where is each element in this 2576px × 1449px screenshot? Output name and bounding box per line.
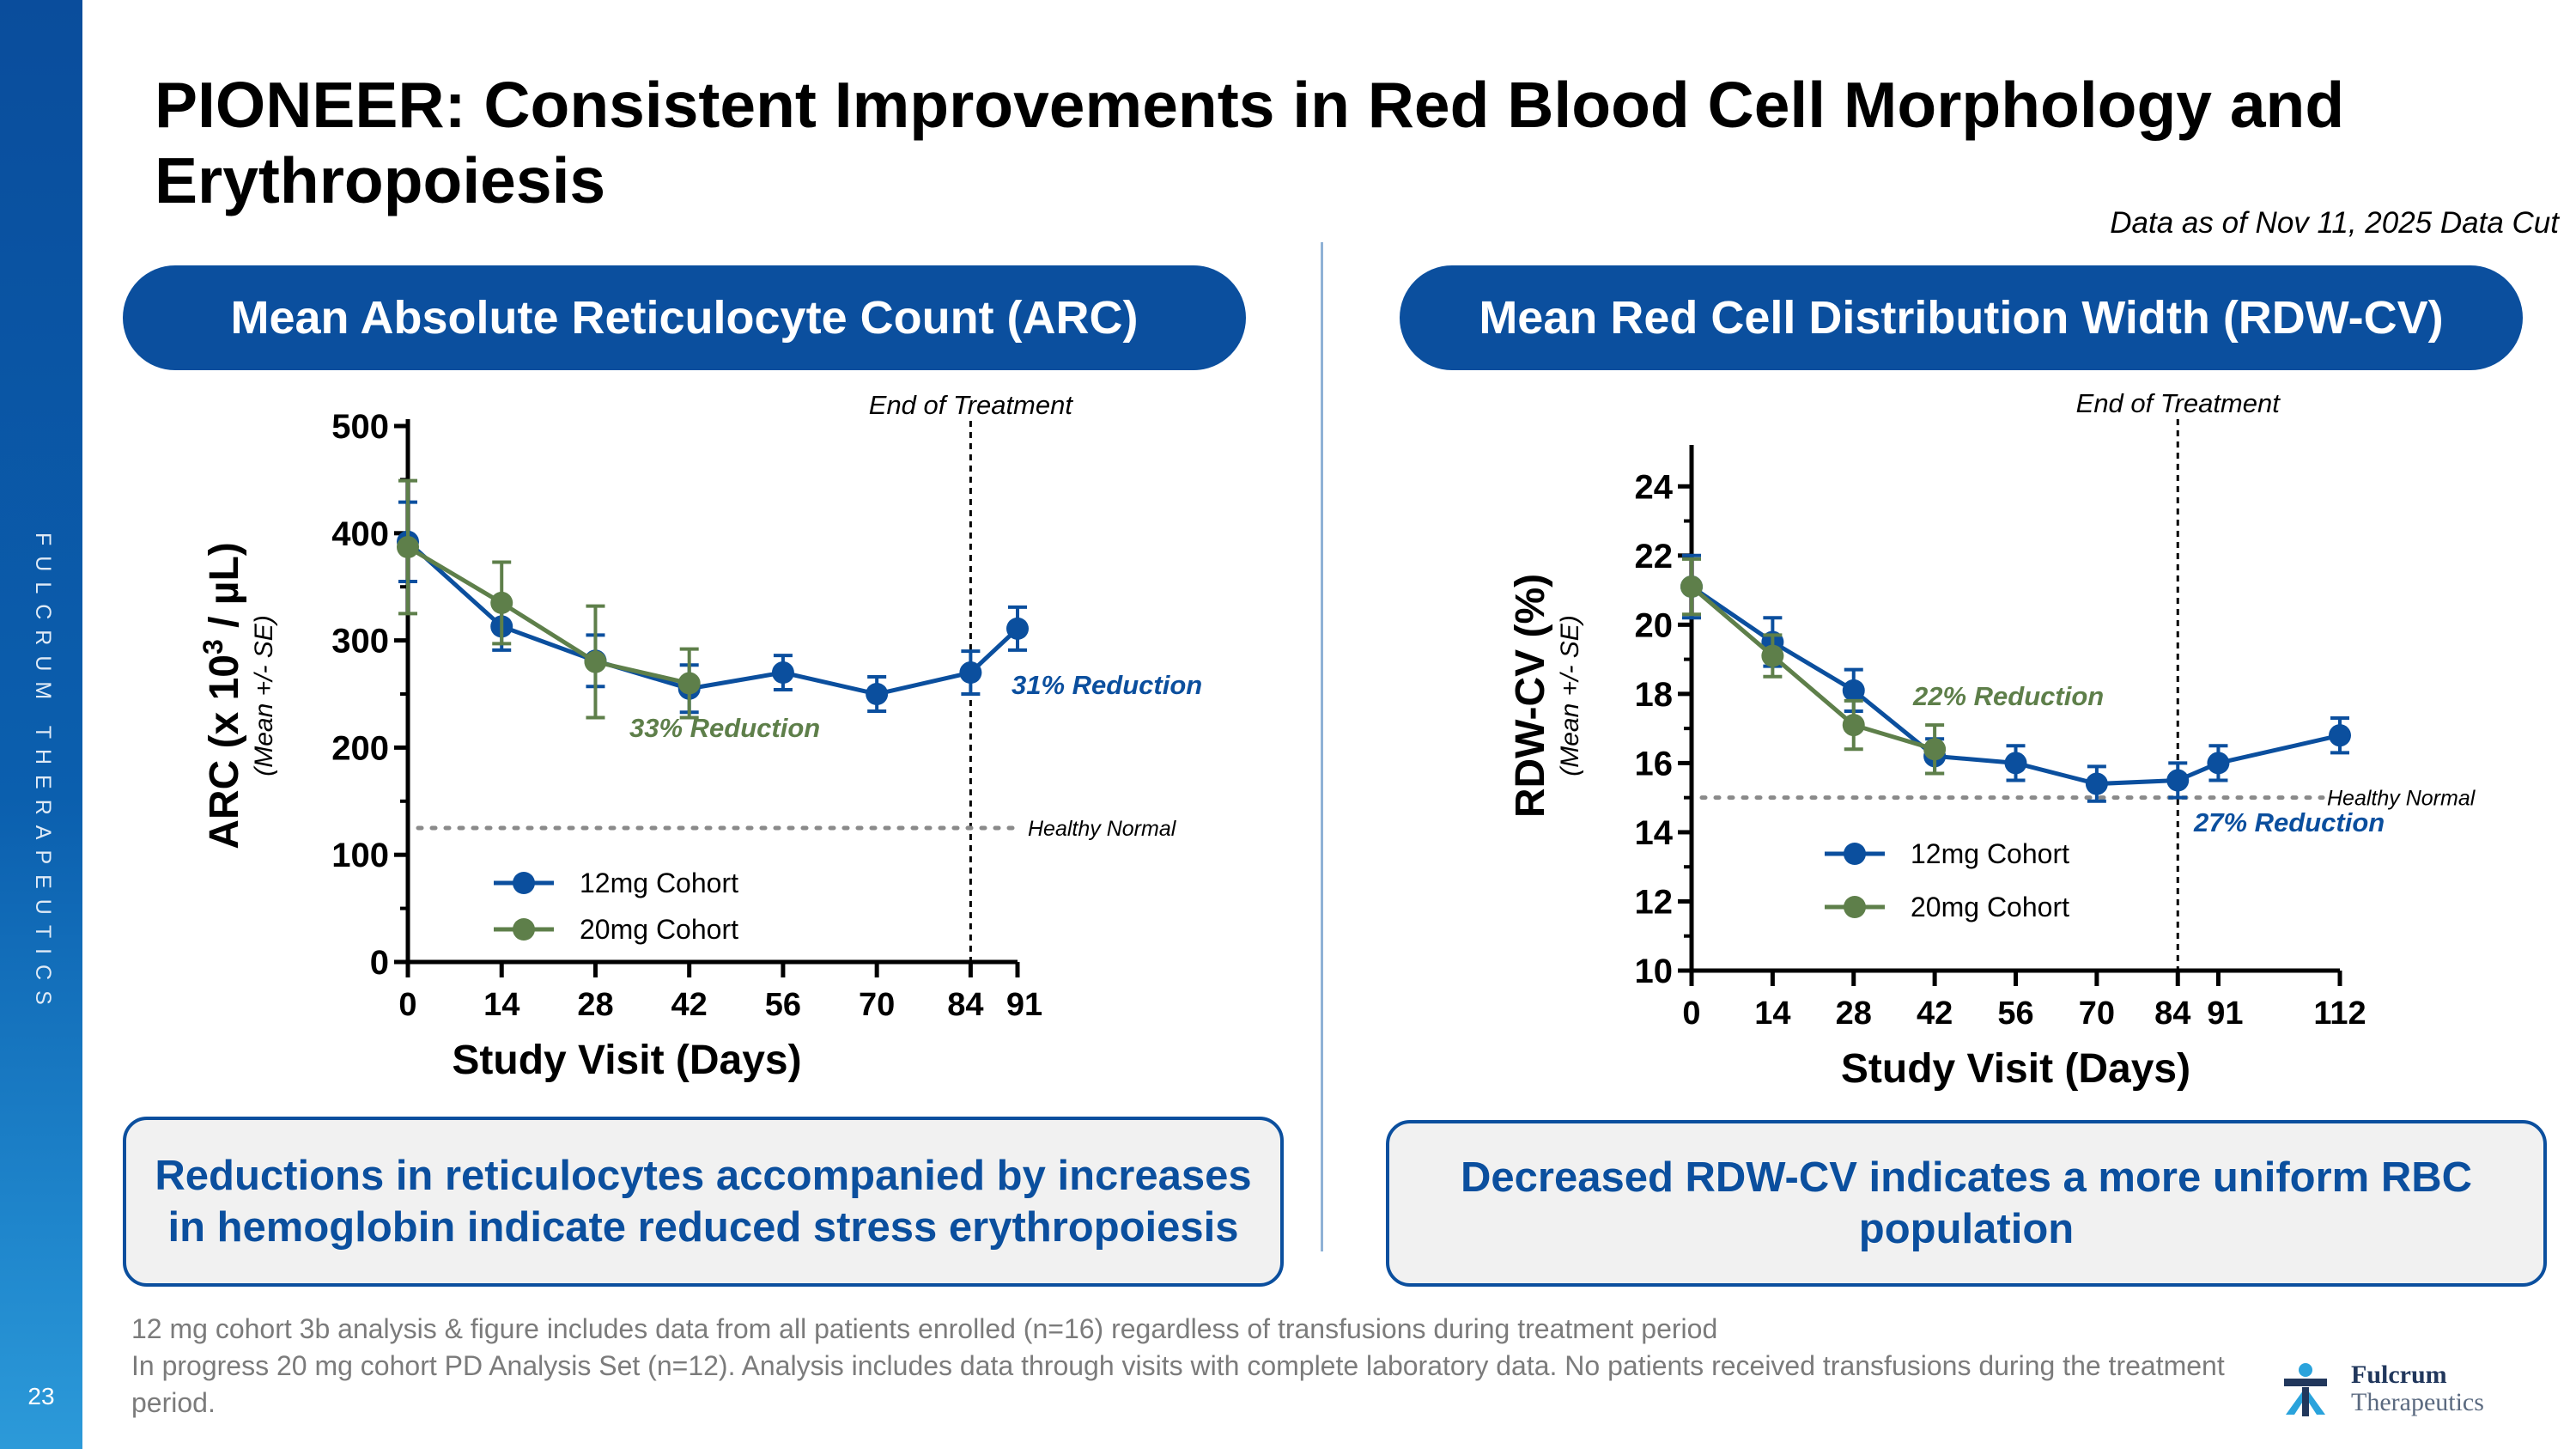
arc-y-tick-label: 400 xyxy=(331,515,389,553)
arc-data-point xyxy=(490,591,513,614)
rdw-annotation: 22% Reduction xyxy=(1912,681,2104,711)
rdw-y-axis-label: RDW-CV (%) xyxy=(1508,574,1553,818)
rdw-y-tick-label: 10 xyxy=(1635,953,1674,990)
arc-chart: 0 100 200 300 400 500 0 14 28 42 56 70 84 91 Study Vis… xyxy=(197,390,1202,1083)
sidebar-brand: FULCRUM THERAPEUTICS xyxy=(31,533,55,1015)
footnote-1: 12 mg cohort 3b analysis & figure includ… xyxy=(131,1313,1718,1344)
arc-data-point xyxy=(397,536,419,559)
rdw-data-point xyxy=(2166,769,2190,792)
arc-y-tick-label: 0 xyxy=(370,944,389,982)
arc-healthy-normal-label: Healthy Normal xyxy=(1028,817,1177,841)
arc-y-axis-label: ARC (x 103 / µL) xyxy=(197,542,247,849)
footnotes: 12 mg cohort 3b analysis & figure includ… xyxy=(131,1311,2278,1422)
arc-data-point xyxy=(959,661,982,685)
page-title: PIONEER: Consistent Improvements in Red … xyxy=(155,69,2345,216)
rdw-data-point xyxy=(2085,772,2108,795)
arc-x-tick-label: 84 xyxy=(947,987,983,1023)
rdw-chart: 10 12 14 16 18 20 22 24 0 14 28 42 56 70 84 91 112 Study … xyxy=(1508,388,2476,1092)
rdw-x-tick-label: 42 xyxy=(1917,995,1953,1032)
arc-callout: Reductions in reticulocytes accompanied … xyxy=(123,1117,1284,1287)
panel-divider xyxy=(1321,242,1323,1251)
arc-legend-marker xyxy=(513,918,535,941)
arc-data-point xyxy=(771,661,794,685)
arc-x-tick-label: 28 xyxy=(577,987,613,1023)
data-cut-note: Data as of Nov 11, 2025 Data Cut xyxy=(2110,206,2559,240)
rdw-y-tick-label: 16 xyxy=(1635,745,1674,782)
rdw-legend-marker xyxy=(1844,843,1866,865)
arc-y-tick-label: 300 xyxy=(331,623,389,661)
arc-series-line-20mg xyxy=(406,545,690,685)
arc-y-tick-label: 200 xyxy=(331,729,389,767)
rdw-x-tick-label: 70 xyxy=(2079,995,2115,1032)
rdw-x-tick-label: 0 xyxy=(1682,995,1700,1032)
arc-chart-header: Mean Absolute Reticulocyte Count (ARC) xyxy=(123,265,1246,370)
sidebar: FULCRUM THERAPEUTICS 23 xyxy=(0,0,82,1449)
rdw-x-tick-label: 56 xyxy=(1997,995,2033,1032)
arc-y-axis-sublabel: (Mean +/- SE) xyxy=(250,615,278,776)
rdw-y-tick-label: 12 xyxy=(1635,883,1674,921)
rdw-chart-header: Mean Red Cell Distribution Width (RDW-CV… xyxy=(1400,265,2523,370)
arc-x-tick-label: 42 xyxy=(671,987,708,1023)
rdw-x-tick-label: 91 xyxy=(2207,995,2243,1032)
arc-legend-label: 20mg Cohort xyxy=(580,914,738,945)
rdw-data-point xyxy=(2329,724,2351,747)
logo-line2: Therapeutics xyxy=(2351,1388,2484,1416)
rdw-x-tick-label: 112 xyxy=(2313,995,2366,1032)
arc-y-tick-label: 500 xyxy=(331,408,389,446)
arc-series-line-12mg xyxy=(406,539,1019,697)
rdw-x-axis-label: Study Visit (Days) xyxy=(1841,1046,2190,1092)
arc-data-point xyxy=(584,650,607,673)
rdw-y-tick-label: 22 xyxy=(1635,538,1674,575)
rdw-x-tick-label: 28 xyxy=(1836,995,1872,1032)
rdw-x-tick-label: 84 xyxy=(2154,995,2190,1032)
rdw-data-point xyxy=(2004,752,2027,775)
rdw-data-point xyxy=(1680,575,1703,599)
rdw-legend-label: 20mg Cohort xyxy=(1911,892,2069,922)
arc-x-tick-label: 56 xyxy=(765,987,801,1023)
arc-data-point xyxy=(866,683,889,705)
rdw-series-line-20mg xyxy=(1690,585,1935,752)
arc-y-tick-label: 100 xyxy=(331,837,389,874)
page-number: 23 xyxy=(27,1383,55,1409)
arc-x-tick-label: 14 xyxy=(483,987,519,1023)
rdw-legend-marker xyxy=(1844,896,1866,918)
rdw-legend-label: 12mg Cohort xyxy=(1911,838,2069,869)
rdw-data-point xyxy=(2207,752,2230,775)
arc-x-tick-label: 91 xyxy=(1006,987,1042,1023)
rdw-data-point xyxy=(1842,679,1865,702)
arc-x-tick-label: 70 xyxy=(859,987,895,1023)
rdw-end-of-treatment-label: End of Treatment xyxy=(2076,388,2281,418)
arc-x-axis-label: Study Visit (Days) xyxy=(452,1038,801,1083)
arc-annotation: 31% Reduction xyxy=(1012,670,1202,700)
rdw-y-axis-sublabel: (Mean +/- SE) xyxy=(1556,615,1584,776)
arc-annotation: 33% Reduction xyxy=(629,713,820,743)
rdw-data-point xyxy=(1923,738,1947,761)
rdw-y-tick-label: 20 xyxy=(1635,606,1674,644)
logo-line1: Fulcrum xyxy=(2351,1361,2447,1389)
rdw-y-tick-label: 14 xyxy=(1635,814,1674,852)
fulcrum-logo-icon xyxy=(2284,1363,2327,1416)
arc-legend-label: 12mg Cohort xyxy=(580,868,738,898)
rdw-callout: Decreased RDW-CV indicates a more unifor… xyxy=(1386,1120,2547,1287)
arc-data-point xyxy=(677,672,701,695)
fulcrum-logo: Fulcrum Therapeutics xyxy=(2275,1361,2559,1422)
rdw-y-tick-label: 24 xyxy=(1635,468,1674,506)
rdw-annotation: 27% Reduction xyxy=(2193,807,2385,837)
rdw-healthy-normal-label: Healthy Normal xyxy=(2327,787,2476,811)
rdw-y-tick-label: 18 xyxy=(1635,676,1674,714)
arc-end-of-treatment-label: End of Treatment xyxy=(869,390,1074,420)
rdw-x-tick-label: 14 xyxy=(1754,995,1790,1032)
rdw-data-point xyxy=(1761,644,1784,667)
rdw-data-point xyxy=(1842,714,1865,737)
footnote-2: In progress 20 mg cohort PD Analysis Set… xyxy=(131,1350,2225,1418)
arc-legend-marker xyxy=(513,872,535,894)
arc-data-point xyxy=(1006,617,1029,640)
arc-x-tick-label: 0 xyxy=(398,987,416,1023)
